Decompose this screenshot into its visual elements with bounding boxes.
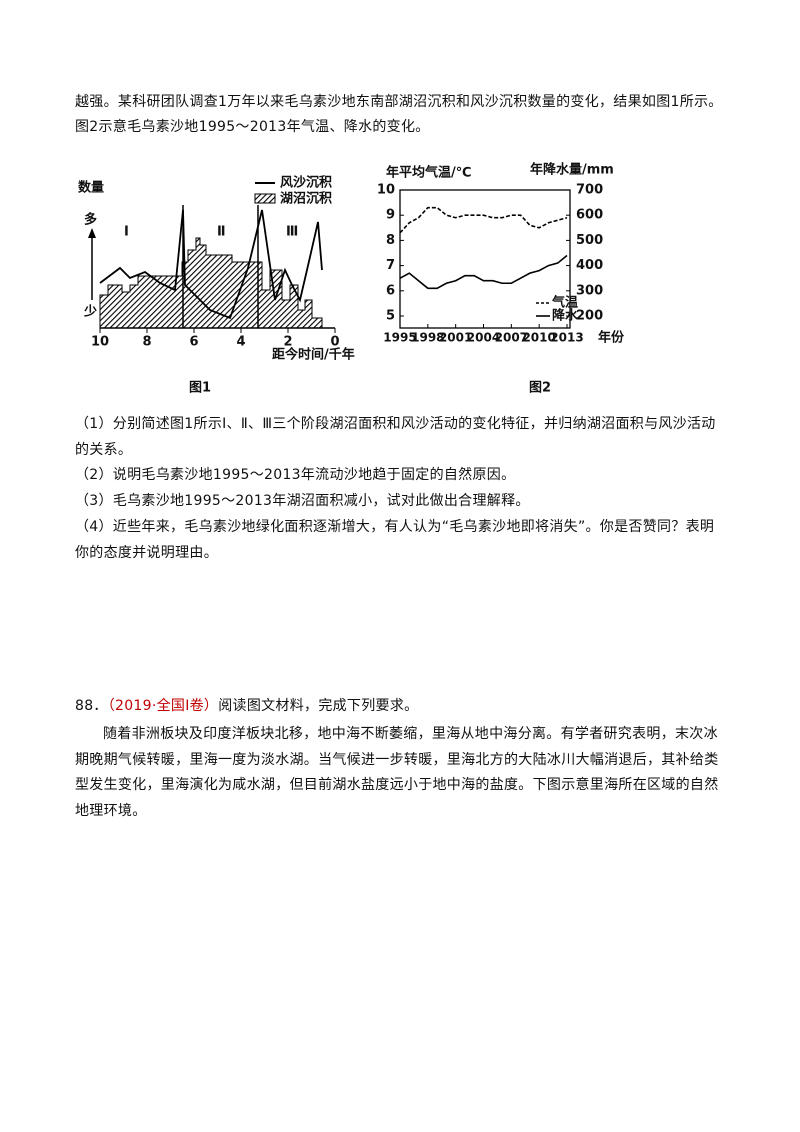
stage-label: Ⅲ (286, 225, 298, 240)
intro-line: 图2示意毛乌素沙地1995～2013年气温、降水的变化。 (75, 119, 430, 135)
y2-tick-label: 200 (576, 309, 603, 324)
q-material: 随着非洲板块及印度洋板块北移，地中海不断萎缩，里海从地中海分离。有学者研究表明，… (75, 726, 719, 819)
q88-head: 88．（2019·全国Ⅰ卷）阅读图文材料，完成下列要求。 (75, 694, 727, 720)
y2-label: 年降水量/mm (530, 162, 614, 178)
x-tick-label: 2 (283, 335, 292, 350)
y-tick-label: 8 (386, 233, 395, 248)
legend-text: 降水 (552, 308, 579, 324)
x-tick-label: 8 (142, 335, 151, 350)
x-tick-label: 2013 (550, 331, 583, 345)
caption: 图1 (189, 381, 211, 396)
y-tick-label: 6 (386, 283, 395, 298)
legend-text: 湖沼沉积 (280, 191, 332, 207)
arrow-head (88, 228, 96, 238)
y2-tick-label: 300 (576, 283, 603, 298)
x-tick-label: 2001 (439, 331, 472, 345)
data-line (399, 254, 568, 290)
more-label: 多 (84, 212, 97, 228)
x-label: 年份 (598, 330, 625, 346)
x-tick-label: 6 (189, 335, 198, 350)
q-number: 88． (75, 698, 108, 714)
x-tick-label: 4 (236, 335, 245, 350)
legend-hatch (254, 193, 276, 204)
x-label: 距今时间/千年 (272, 347, 355, 363)
legend-text: 气温 (552, 295, 578, 311)
y-tick-label: 7 (386, 258, 395, 273)
q-prompt: 阅读图文材料，完成下列要求。 (218, 698, 419, 714)
x-tick-label: 1995 (383, 331, 416, 345)
y-tick-label: 10 (377, 183, 395, 198)
caption: 图2 (529, 381, 551, 396)
x-tick-label: 1998 (411, 331, 444, 345)
legend-text: 风沙沉积 (280, 175, 332, 191)
question: （3）毛乌素沙地1995～2013年湖沼面积减小，试对此做出合理解释。 (75, 493, 530, 509)
y-label: 数量 (78, 180, 104, 196)
lake-area (99, 237, 323, 329)
plot-frame (399, 189, 571, 329)
wind-sand-line (99, 209, 323, 320)
y-label: 年平均气温/℃ (386, 165, 472, 181)
figures: 数量 多 少 风沙沉积 湖沼沉积 Ⅰ Ⅱ Ⅲ 距今时间/千年 图1 年平均气温/… (78, 162, 625, 396)
data-line (399, 206, 568, 234)
stage-label: Ⅰ (124, 225, 129, 240)
y2-tick-label: 400 (576, 258, 603, 273)
intro-line: 越强。某科研团队调查1万年以来毛乌素沙地东南部湖沼沉积和风沙沉积数量的变化，结果… (75, 94, 723, 110)
question: （4）近些年来，毛乌素沙地绿化面积逐渐增大，有人认为“毛乌素沙地即将消失”。你是… (75, 519, 715, 561)
y2-tick-label: 500 (576, 233, 603, 248)
question: （1）分别简述图1所示Ⅰ、Ⅱ、Ⅲ三个阶段湖沼面积和风沙活动的变化特征，并归纳湖沼… (75, 416, 716, 458)
q-source: （2019·全国Ⅰ卷） (107, 698, 219, 714)
x-tick-label: 10 (91, 335, 109, 350)
x-tick-label: 2007 (495, 331, 528, 345)
x-tick-label: 2004 (467, 331, 500, 345)
x-tick-label: 0 (330, 335, 339, 350)
y-tick-label: 5 (386, 309, 395, 324)
less-label: 少 (83, 304, 97, 320)
x-tick-label: 2010 (522, 331, 555, 345)
stage-label: Ⅱ (217, 225, 226, 240)
question: （2）说明毛乌素沙地1995～2013年流动沙地趋于固定的自然原因。 (75, 467, 516, 483)
y-tick-label: 9 (386, 208, 395, 223)
y2-tick-label: 600 (576, 208, 603, 223)
y2-tick-label: 700 (576, 183, 603, 198)
